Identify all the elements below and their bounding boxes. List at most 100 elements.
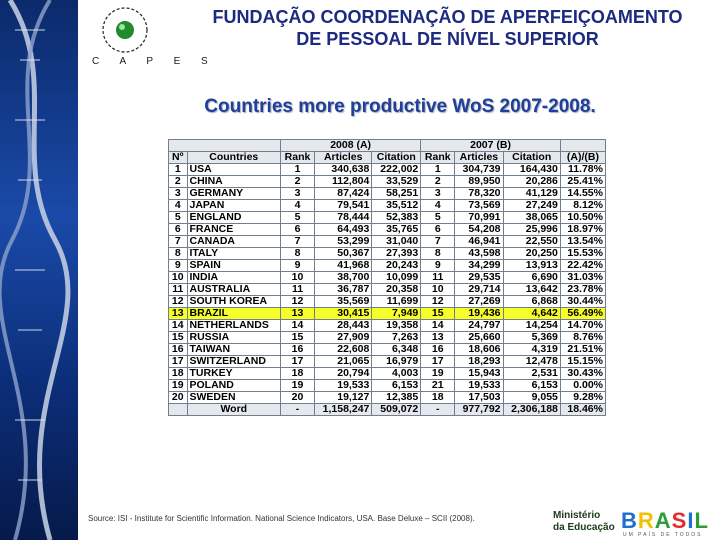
row-articles-2007: 27,269 xyxy=(454,295,504,308)
row-citation-2007: 6,868 xyxy=(502,295,561,308)
row-citation-2007: 14,254 xyxy=(502,319,561,332)
row-rank-2008: 4 xyxy=(280,199,316,212)
col-header-citation-2008: Citation xyxy=(371,151,422,164)
row-rank-2007: 17 xyxy=(420,355,456,368)
row-articles-2007: 73,569 xyxy=(454,199,504,212)
row-ratio: 15.15% xyxy=(559,355,607,368)
table-row: 12 SOUTH KOREA 12 35,569 11,699 12 27,269 6,868… xyxy=(168,295,607,308)
row-number: 9 xyxy=(168,259,188,272)
row-country: USA xyxy=(186,163,282,176)
row-articles-2007: 78,320 xyxy=(454,187,504,200)
table-row: 4 JAPAN 4 79,541 35,512 4 73,569 27,249 8.12% xyxy=(168,199,607,212)
row-citation-2008: 16,979 xyxy=(371,355,422,368)
row-number: 17 xyxy=(168,355,188,368)
row-ratio: 8.12% xyxy=(559,199,607,212)
row-citation-2008: 20,358 xyxy=(371,283,422,296)
table-row: 7 CANADA 7 53,299 31,040 7 46,941 22,550 13.54% xyxy=(168,235,607,248)
row-number: 11 xyxy=(168,283,188,296)
row-rank-2008: 7 xyxy=(280,235,316,248)
page-title: Countries more productive WoS 2007-2008. xyxy=(204,96,596,117)
row-rank-2007: 11 xyxy=(420,271,456,284)
row-rank-2007: 6 xyxy=(420,223,456,236)
row-citation-2007: 38,065 xyxy=(502,211,561,224)
row-ratio: 30.44% xyxy=(559,295,607,308)
row-citation-2008: 35,765 xyxy=(371,223,422,236)
row-ratio: 9.28% xyxy=(559,391,607,404)
col-header-number: Nº xyxy=(168,151,188,164)
row-number: 5 xyxy=(168,211,188,224)
table-row: 8 ITALY 8 50,367 27,393 8 43,598 20,250 15.53% xyxy=(168,247,607,260)
row-country: CANADA xyxy=(186,235,282,248)
col-header-rank-2008: Rank xyxy=(280,151,316,164)
dna-helix-icon xyxy=(0,0,71,540)
row-citation-2007: 20,286 xyxy=(502,175,561,188)
row-articles-2007: 17,503 xyxy=(454,391,504,404)
row-citation-2007: 12,478 xyxy=(502,355,561,368)
table-row: 20 SWEDEN 20 19,127 12,385 18 17,503 9,055 9.28% xyxy=(168,391,607,404)
row-number: 4 xyxy=(168,199,188,212)
row-country: JAPAN xyxy=(186,199,282,212)
row-rank-2008: 3 xyxy=(280,187,316,200)
row-rank-2008: 16 xyxy=(280,343,316,356)
row-rank-2007: 10 xyxy=(420,283,456,296)
table-row: 9 SPAIN 9 41,968 20,243 9 34,299 13,913 22.42% xyxy=(168,259,607,272)
row-ratio: 10.50% xyxy=(559,211,607,224)
group-2008-header: 2008 (A) xyxy=(280,139,422,152)
ratio-group-header xyxy=(559,139,607,152)
row-country: ITALY xyxy=(186,247,282,260)
row-citation-2007: 13,642 xyxy=(502,283,561,296)
row-number: 20 xyxy=(168,391,188,404)
row-citation-2008: 7,949 xyxy=(371,307,422,320)
row-citation-2007: 9,055 xyxy=(502,391,561,404)
row-rank-2007: 4 xyxy=(420,199,456,212)
row-articles-2007: 46,941 xyxy=(454,235,504,248)
row-citation-2008: 58,251 xyxy=(371,187,422,200)
row-rank-2008: 10 xyxy=(280,271,316,284)
row-articles-2007: 54,208 xyxy=(454,223,504,236)
row-rank-2007: 2 xyxy=(420,175,456,188)
row-articles-2008: 28,443 xyxy=(314,319,373,332)
row-articles-2007: 19,533 xyxy=(454,379,504,392)
table-row: 3 GERMANY 3 87,424 58,251 3 78,320 41,129 14.55% xyxy=(168,187,607,200)
row-rank-2008: 20 xyxy=(280,391,316,404)
row-articles-2007: 43,598 xyxy=(454,247,504,260)
row-citation-2008: 11,699 xyxy=(371,295,422,308)
total-label: Word xyxy=(186,403,282,416)
row-number: 3 xyxy=(168,187,188,200)
row-citation-2007: 6,690 xyxy=(502,271,561,284)
row-articles-2007: 29,714 xyxy=(454,283,504,296)
row-articles-2008: 38,700 xyxy=(314,271,373,284)
row-rank-2007: 13 xyxy=(420,331,456,344)
row-articles-2007: 15,943 xyxy=(454,367,504,380)
row-ratio: 23.78% xyxy=(559,283,607,296)
row-citation-2008: 222,002 xyxy=(371,163,422,176)
row-citation-2008: 6,153 xyxy=(371,379,422,392)
brasil-tagline: UM PAÍS DE TODOS xyxy=(623,532,703,538)
row-citation-2008: 27,393 xyxy=(371,247,422,260)
row-number: 13 xyxy=(168,307,188,320)
row-articles-2008: 340,638 xyxy=(314,163,373,176)
row-country: FRANCE xyxy=(186,223,282,236)
row-citation-2007: 25,996 xyxy=(502,223,561,236)
table-row: 14 NETHERLANDS 14 28,443 19,358 14 24,797 14,25… xyxy=(168,319,607,332)
row-rank-2008: 15 xyxy=(280,331,316,344)
row-citation-2008: 4,003 xyxy=(371,367,422,380)
row-rank-2008: 1 xyxy=(280,163,316,176)
table-row: 6 FRANCE 6 64,493 35,765 6 54,208 25,996 18.97% xyxy=(168,223,607,236)
org-line-1: FUNDAÇÃO COORDENAÇÃO DE APERFEIÇOAMENTO xyxy=(212,7,683,27)
row-ratio: 14.70% xyxy=(559,319,607,332)
row-country: BRAZIL xyxy=(186,307,282,320)
row-rank-2008: 9 xyxy=(280,259,316,272)
dna-sidebar xyxy=(0,0,78,540)
row-rank-2008: 13 xyxy=(280,307,316,320)
row-country: SWITZERLAND xyxy=(186,355,282,368)
row-citation-2007: 41,129 xyxy=(502,187,561,200)
row-country: GERMANY xyxy=(186,187,282,200)
row-citation-2007: 2,531 xyxy=(502,367,561,380)
row-rank-2007: 1 xyxy=(420,163,456,176)
total-number-cell xyxy=(168,403,188,416)
row-articles-2008: 50,367 xyxy=(314,247,373,260)
col-header-articles-2007: Articles xyxy=(454,151,504,164)
row-country: SOUTH KOREA xyxy=(186,295,282,308)
row-rank-2007: 19 xyxy=(420,367,456,380)
